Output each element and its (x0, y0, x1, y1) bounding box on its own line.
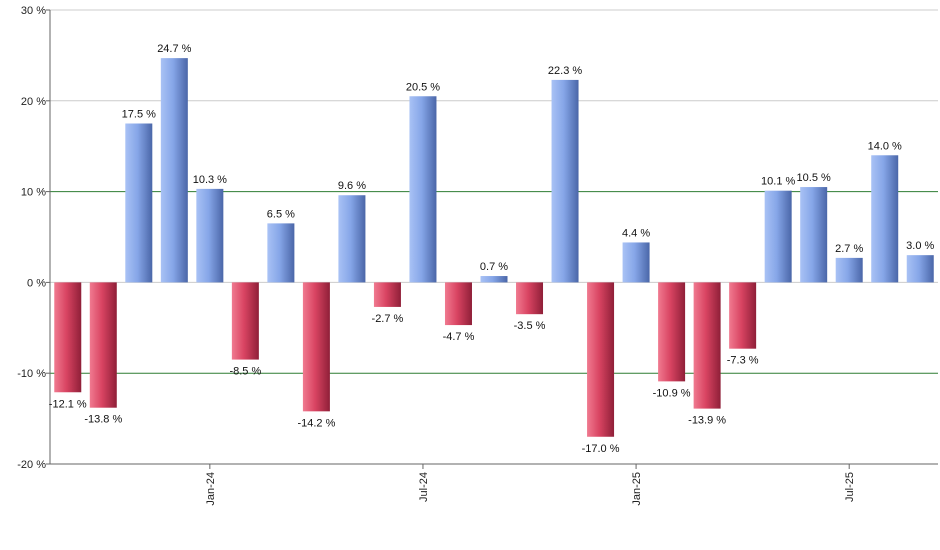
data-label: 22.3 % (548, 65, 582, 77)
bar (480, 276, 508, 283)
data-label: 2.7 % (835, 243, 863, 255)
bar (125, 123, 153, 283)
bar (587, 282, 615, 437)
bar (764, 190, 792, 283)
data-label: -12.1 % (49, 398, 87, 410)
bar (160, 58, 188, 283)
bar (54, 282, 82, 393)
data-label: -10.9 % (653, 387, 691, 399)
data-label: -3.5 % (514, 320, 546, 332)
bar (267, 223, 295, 283)
data-label: 17.5 % (122, 109, 156, 121)
data-label: 4.4 % (622, 227, 650, 239)
bar (516, 282, 544, 315)
data-label: 6.5 % (267, 208, 295, 220)
data-label: -8.5 % (229, 366, 261, 378)
data-label: 10.3 % (193, 174, 227, 186)
bar (871, 155, 899, 283)
bar (729, 282, 757, 349)
data-label: -13.8 % (84, 414, 122, 426)
data-label: 10.1 % (761, 176, 795, 188)
bar (551, 79, 579, 283)
bar (800, 187, 828, 283)
y-tick-label: -20 % (17, 459, 46, 471)
bars (54, 58, 934, 437)
bar (231, 282, 259, 360)
y-tick-label: 30 % (21, 5, 46, 17)
y-tick-label: 0 % (27, 277, 46, 289)
data-label: 10.5 % (797, 172, 831, 184)
bar (302, 282, 330, 412)
data-label: 14.0 % (868, 140, 902, 152)
bar (338, 195, 366, 283)
data-label: -7.3 % (727, 355, 759, 367)
bar (622, 242, 650, 283)
data-label: 20.5 % (406, 81, 440, 93)
data-label: -2.7 % (372, 313, 404, 325)
bar (89, 282, 117, 408)
data-label: -13.9 % (688, 415, 726, 427)
bar (906, 255, 934, 283)
axes: -20 % -10 % 0 % 10 % 20 % 30 % Jan-24 Jul-24 Jan… (17, 5, 938, 506)
data-label: 0.7 % (480, 261, 508, 273)
y-tick-label: 20 % (21, 96, 46, 108)
bar (409, 96, 437, 283)
bar (444, 282, 472, 326)
bar (693, 282, 721, 409)
data-label: -17.0 % (582, 443, 620, 455)
data-label: 9.6 % (338, 180, 366, 192)
bar (196, 188, 224, 283)
x-tick-label: Jul-24 (418, 472, 430, 502)
x-tick-label: Jul-25 (844, 472, 856, 502)
y-tick-label: -10 % (17, 368, 46, 380)
x-tick-label: Jan-25 (631, 472, 643, 506)
data-label: -14.2 % (297, 417, 335, 429)
data-label: 3.0 % (906, 240, 934, 252)
x-tick-label: Jan-24 (205, 472, 217, 506)
data-labels: -12.1 % -13.8 % 17.5 % 24.7 % 10.3 % -8.5 % 6.… (49, 43, 935, 455)
data-label: 24.7 % (157, 43, 191, 55)
data-label: -4.7 % (443, 331, 475, 343)
y-tick-label: 10 % (21, 187, 46, 199)
bar (373, 282, 401, 307)
bar (835, 257, 863, 283)
bar (658, 282, 686, 382)
